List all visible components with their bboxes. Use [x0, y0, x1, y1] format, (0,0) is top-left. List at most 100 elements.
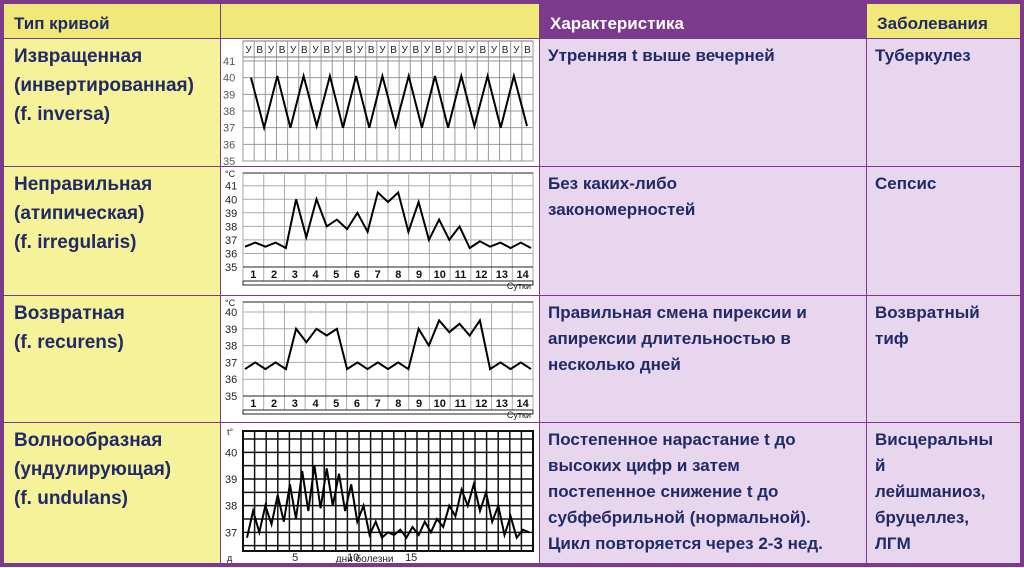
y-tick-label: 40 — [223, 73, 235, 85]
y-tick-label: 39 — [223, 89, 235, 101]
y-tick-label: 35 — [223, 156, 235, 166]
y-tick-label: 39 — [225, 474, 237, 486]
x-tick-label: 5 — [333, 398, 339, 410]
shift-label: В — [435, 45, 442, 56]
characteristic-line: несколько дней — [548, 355, 681, 374]
x-tick-label: 9 — [416, 398, 422, 410]
x-tick-label: 2 — [271, 398, 277, 410]
grid-line — [0, 38, 1024, 39]
shift-label: У — [491, 45, 498, 56]
shift-label: В — [256, 45, 263, 56]
y-tick-label: 38 — [225, 221, 237, 233]
x-tick-label: 2 — [271, 269, 277, 281]
temperature-curve-line — [246, 465, 530, 540]
disease-line: ЛГМ — [875, 534, 911, 553]
shift-label: У — [402, 45, 409, 56]
disease-recurens: Возвратный тиф — [867, 296, 1020, 422]
header-diseases: Заболевания — [867, 4, 1020, 38]
y-tick-label: 40 — [225, 447, 237, 459]
disease-inversa: Туберкулез — [867, 39, 1020, 166]
temperature-curve-line — [244, 190, 532, 250]
undulans-temperature-chart: t° 40 39 38 37 5 10 15 д дни болезни — [225, 427, 534, 565]
y-tick-label: 38 — [223, 106, 235, 118]
shift-label: У — [468, 45, 475, 56]
shift-label: В — [279, 45, 286, 56]
characteristic-line: Постепенное нарастание t до — [548, 430, 796, 449]
x-axis-title: Сутки — [507, 281, 531, 291]
x-tick-label: 6 — [354, 269, 360, 281]
x-tick-label: 1 — [250, 269, 256, 281]
shift-label: В — [457, 45, 464, 56]
y-tick-label: 37 — [225, 357, 237, 369]
characteristic-line: постепенное снижение t до — [548, 482, 779, 501]
disease-undulans: Висцеральны й лейшманиоз, бруцеллез, ЛГМ — [867, 423, 1020, 563]
characteristic-recurens: Правильная смена пирексии и апирексии дл… — [540, 296, 866, 422]
grid-line — [0, 0, 1024, 4]
shift-label: У — [290, 45, 297, 56]
x-tick-label: 13 — [496, 269, 508, 281]
y-tick-label: 41 — [225, 181, 237, 193]
shift-label: У — [268, 45, 275, 56]
grid-line — [0, 563, 1024, 567]
grid-line — [1020, 0, 1024, 567]
curve-name-line: Неправильная — [14, 174, 153, 195]
curve-name-irregularis: Неправильная (атипическая) (f. irregular… — [4, 167, 220, 295]
shift-label: У — [357, 45, 364, 56]
shift-label: У — [335, 45, 342, 56]
x-axis-title: дни болезни — [336, 553, 394, 563]
unit-label: °С — [225, 298, 236, 308]
y-tick-label: 37 — [225, 235, 237, 247]
curve-name-recurens: Возвратная (f. recurens) — [4, 296, 220, 422]
curve-name-line: Возвратная — [14, 303, 125, 324]
y-tick-label: 38 — [225, 501, 237, 513]
x-tick-label: 8 — [395, 269, 401, 281]
y-tick-label: 35 — [225, 391, 237, 403]
temperature-curve-line — [244, 317, 532, 371]
day-prefix-label: д — [227, 553, 233, 563]
x-tick-label: 9 — [416, 269, 422, 281]
characteristic-line: Цикл повторяется через 2-3 нед. — [548, 534, 823, 553]
disease-line: тиф — [875, 329, 909, 348]
y-tick-label: 38 — [225, 341, 237, 353]
x-tick-label: 5 — [333, 269, 339, 281]
y-tick-label: 40 — [225, 194, 237, 206]
y-tick-label: 39 — [225, 208, 237, 220]
x-tick-label: 13 — [496, 398, 508, 410]
unit-label: °С — [225, 169, 236, 179]
y-tick-label: 37 — [223, 123, 235, 135]
x-tick-label: 3 — [292, 269, 298, 281]
characteristic-line: субфебрильной (нормальной). — [548, 508, 811, 527]
grid-line — [539, 0, 540, 567]
x-tick-label: 1 — [250, 398, 256, 410]
characteristic-line: высоких цифр и затем — [548, 456, 740, 475]
shift-label: У — [513, 45, 520, 56]
disease-line: бруцеллез, — [875, 508, 970, 527]
x-tick-label: 8 — [395, 398, 401, 410]
curve-name-line: (f. undulans) — [14, 488, 128, 509]
y-tick-label: 35 — [225, 262, 237, 274]
disease-line: Сепсис — [875, 174, 937, 193]
curve-name-undulans: Волнообразная (ундулирующая) (f. undulan… — [4, 423, 220, 563]
x-tick-label: 12 — [475, 269, 487, 281]
curve-name-line: (атипическая) — [14, 203, 145, 224]
x-tick-label: 6 — [354, 398, 360, 410]
characteristic-undulans: Постепенное нарастание t до высоких цифр… — [540, 423, 866, 563]
shift-label: В — [413, 45, 420, 56]
curve-name-line: (f. irregularis) — [14, 232, 137, 253]
x-tick-label: 15 — [405, 552, 417, 563]
x-tick-label: 10 — [434, 398, 446, 410]
characteristic-line: Утренняя t выше вечерней — [548, 46, 775, 65]
shift-label: У — [379, 45, 386, 56]
grid-line — [0, 422, 1024, 423]
shift-label: В — [502, 45, 509, 56]
y-tick-label: 36 — [225, 374, 237, 386]
x-tick-label: 7 — [375, 269, 381, 281]
shift-label: В — [479, 45, 486, 56]
shift-label: У — [245, 45, 252, 56]
x-tick-label: 4 — [312, 269, 319, 281]
x-tick-label: 3 — [292, 398, 298, 410]
header-curve-type: Тип кривой — [4, 4, 220, 38]
